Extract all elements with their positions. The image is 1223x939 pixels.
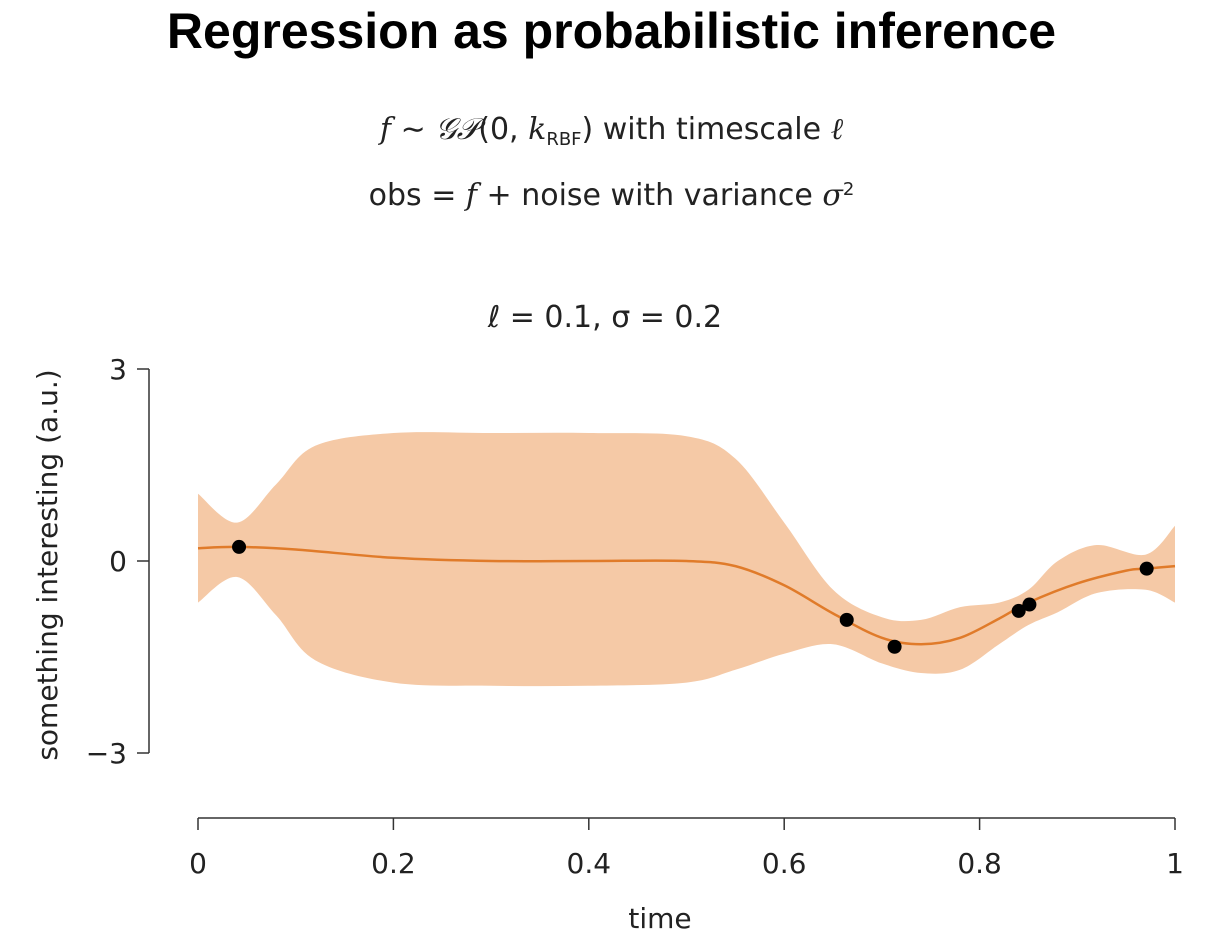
x-axis-label: time	[628, 902, 691, 935]
observation-point	[1022, 597, 1037, 612]
plot-area	[197, 432, 1176, 687]
x-tick-label: 0.8	[957, 847, 1002, 880]
observation-point	[887, 639, 902, 654]
x-tick-label: 0.2	[371, 847, 416, 880]
x-tick-label: 0	[189, 847, 207, 880]
y-tick-label: 0	[109, 545, 127, 578]
posterior-mean-line	[197, 545, 1176, 646]
kernel-subscript: RBF	[546, 129, 582, 151]
ell-symbol: ℓ	[830, 112, 844, 147]
x-tick-label: 0.4	[567, 847, 612, 880]
sim-symbol: ∼	[391, 112, 436, 147]
gp-args-open: (0,	[478, 112, 529, 147]
observation-point	[1011, 603, 1026, 618]
y-tick-label: 3	[109, 353, 127, 386]
f-symbol: f	[379, 112, 392, 147]
chart-title: ℓ = 0.1, σ = 0.2	[487, 300, 722, 335]
f-symbol-2: f	[465, 178, 477, 213]
obs-equals: obs =	[368, 178, 466, 213]
noise-model-line: obs = f + noise with variance σ2	[0, 178, 1223, 213]
observation-point	[1139, 561, 1154, 576]
y-tick-label: −3	[86, 737, 127, 770]
gp-symbol: 𝒢𝒫	[435, 112, 479, 147]
observation-point	[232, 539, 247, 554]
sigma-symbol: σ	[822, 178, 843, 213]
noise-text: + noise with variance	[477, 178, 823, 213]
x-tick-label: 0.6	[762, 847, 807, 880]
kernel-symbol: k	[528, 112, 547, 147]
axes: 3 0 −3 0 0.2 0.4 0.6 0.8 1	[86, 353, 1184, 880]
gp-args-close: ) with timescale	[581, 112, 831, 147]
slide-title: Regression as probabilistic inference	[166, 3, 1057, 59]
sigma-superscript: 2	[842, 179, 855, 201]
confidence-band	[198, 432, 1175, 687]
x-tick-label: 1	[1166, 847, 1184, 880]
model-prior-line: f ∼ 𝒢𝒫(0, kRBF) with timescale ℓ	[0, 112, 1223, 151]
y-axis-label: something interesting (a.u.)	[31, 369, 64, 760]
observation-point	[839, 612, 854, 627]
